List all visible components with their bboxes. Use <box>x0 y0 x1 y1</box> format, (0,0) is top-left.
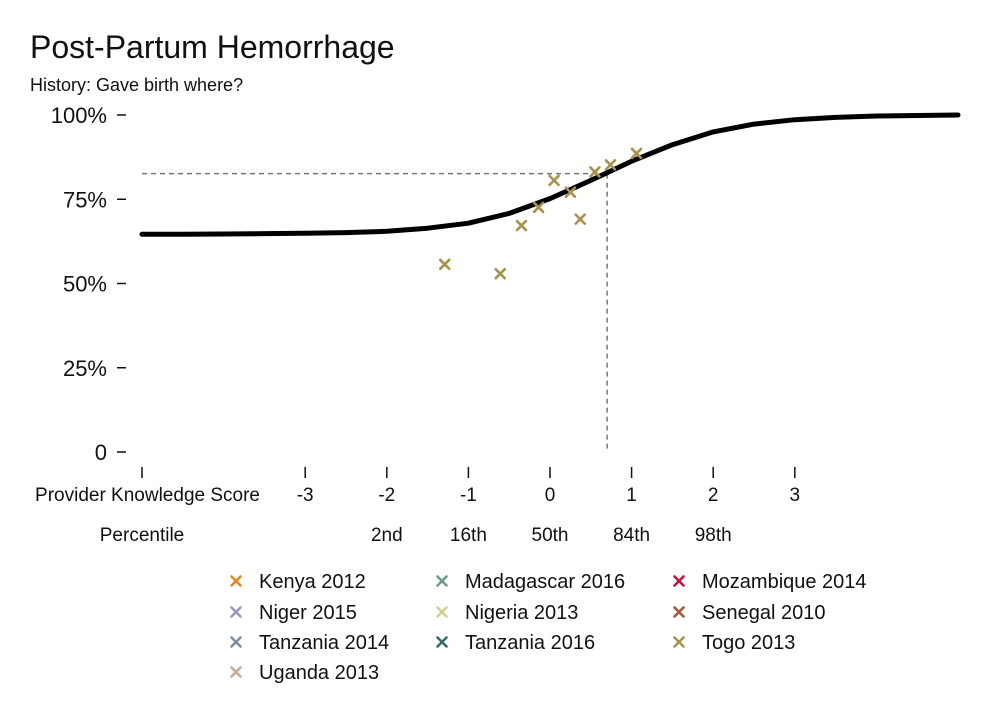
data-point-stroke-b <box>438 258 451 271</box>
y-tick-label: 0 <box>95 440 107 465</box>
legend-marker-stroke-b <box>230 575 242 587</box>
legend-label: Mozambique 2014 <box>702 571 867 593</box>
legend-label: Tanzania 2016 <box>465 632 595 654</box>
legend-item: Madagascar 2016 <box>436 571 625 593</box>
data-point-stroke-b <box>494 267 507 280</box>
data-point <box>564 186 577 198</box>
legend-marker <box>230 606 242 618</box>
legend-marker <box>673 606 685 618</box>
legend-item: Togo 2013 <box>673 632 795 654</box>
legend-marker <box>436 636 448 648</box>
x-tick-label: -2 <box>378 485 395 506</box>
fitted-curve-line <box>139 112 961 237</box>
legend-label: Tanzania 2014 <box>259 632 389 654</box>
legend-item: Senegal 2010 <box>673 602 825 624</box>
reference-lines <box>142 172 608 452</box>
scatter-points <box>438 147 643 280</box>
chart-subtitle: History: Gave birth where? <box>30 75 243 95</box>
data-point-stroke-b <box>532 201 545 214</box>
data-point <box>604 159 617 171</box>
legend-label: Kenya 2012 <box>259 571 366 593</box>
data-point-stroke-b <box>630 147 643 160</box>
legend-item: Tanzania 2014 <box>230 632 389 654</box>
data-point-stroke-b <box>564 186 577 198</box>
legend-item: Nigeria 2013 <box>436 602 578 624</box>
y-tick-label: 75% <box>63 187 107 212</box>
legend-marker-stroke-b <box>673 606 685 618</box>
data-point-stroke-b <box>515 219 528 232</box>
data-point <box>438 258 451 271</box>
data-point-stroke-b <box>548 174 560 187</box>
legend-label: Uganda 2013 <box>259 662 379 684</box>
data-point <box>548 174 560 187</box>
legend-marker <box>230 666 242 678</box>
legend-marker <box>673 636 685 648</box>
legend-label: Togo 2013 <box>702 632 795 654</box>
x-axis-label: Provider Knowledge Score <box>35 485 260 506</box>
legend-marker-stroke-b <box>436 636 448 648</box>
legend-marker-stroke-b <box>230 636 242 648</box>
x-axis: -3 -2 -1 0 1 2 3 2nd 16th 50th 84th 98th <box>141 467 801 546</box>
data-point <box>494 267 507 280</box>
x-tick-label: -3 <box>297 485 314 506</box>
y-tick-label: 25% <box>63 356 107 381</box>
legend-marker-stroke-b <box>436 606 448 618</box>
legend-marker <box>436 575 448 587</box>
y-tick-label: 100% <box>51 103 107 128</box>
data-point <box>515 219 528 232</box>
x-tick-label: 3 <box>790 485 801 506</box>
fitted-curve <box>139 112 961 237</box>
x-tick-label: 0 <box>545 485 556 506</box>
y-axis: 0 25% 50% 75% 100% <box>51 103 126 465</box>
legend-label: Senegal 2010 <box>702 602 825 624</box>
data-point-stroke-b <box>604 159 617 171</box>
legend-item: Tanzania 2016 <box>436 632 595 654</box>
x-tick-label: -1 <box>460 485 477 506</box>
percentile-tick-label: 84th <box>613 525 650 546</box>
data-point <box>589 166 601 178</box>
x-tick-label: 1 <box>626 485 637 506</box>
percentile-tick-label: 16th <box>450 525 487 546</box>
x-tick-label: 2 <box>708 485 719 506</box>
legend-marker-stroke-b <box>673 636 685 648</box>
legend-item: Kenya 2012 <box>230 571 366 593</box>
legend-item: Mozambique 2014 <box>673 571 867 593</box>
chart-title: Post-Partum Hemorrhage <box>30 29 395 65</box>
percentile-tick-label: 2nd <box>371 525 403 546</box>
data-point-stroke-b <box>574 213 586 225</box>
data-point <box>574 213 586 225</box>
legend-marker <box>230 575 242 587</box>
legend-item: Niger 2015 <box>230 602 357 624</box>
data-point-stroke-b <box>589 166 601 178</box>
data-point <box>630 147 643 160</box>
legend-marker-stroke-b <box>230 666 242 678</box>
legend-label: Madagascar 2016 <box>465 571 625 593</box>
legend: Kenya 2012 Madagascar 2016 Mozambique 2014… <box>230 571 867 684</box>
data-point <box>532 201 545 214</box>
percentile-tick-label: 98th <box>695 525 732 546</box>
legend-marker-stroke-b <box>230 606 242 618</box>
legend-label: Niger 2015 <box>259 602 357 624</box>
legend-marker <box>436 606 448 618</box>
percentile-label: Percentile <box>100 525 185 546</box>
legend-marker-stroke-b <box>673 575 685 587</box>
legend-marker <box>230 636 242 648</box>
percentile-tick-label: 50th <box>532 525 569 546</box>
legend-item: Uganda 2013 <box>230 662 379 684</box>
legend-marker <box>673 575 685 587</box>
y-tick-label: 50% <box>63 272 107 297</box>
legend-label: Nigeria 2013 <box>465 602 578 624</box>
legend-marker-stroke-b <box>436 575 448 587</box>
